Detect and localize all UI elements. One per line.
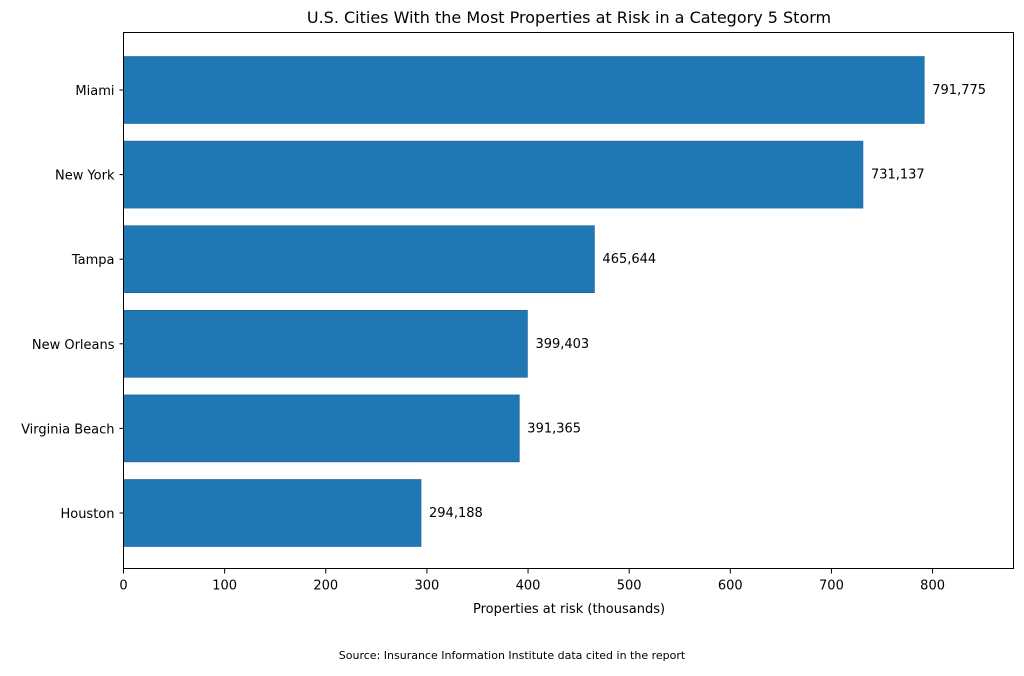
bar-tampa <box>123 225 595 293</box>
bars-layer <box>123 56 925 547</box>
bar-virginia-beach <box>123 394 520 463</box>
x-ticks: 0 100 200 300 400 500 600 700 800 <box>119 568 945 594</box>
y-tick-label: New York <box>55 169 115 184</box>
x-tick-label: 300 <box>414 579 439 594</box>
y-tick-label: Miami <box>75 84 114 99</box>
y-tick-label: Houston <box>60 507 114 522</box>
y-tick-label: Tampa <box>71 253 115 268</box>
y-tick-label: New Orleans <box>32 338 115 353</box>
value-label: 391,365 <box>527 421 581 436</box>
chart-title: U.S. Cities With the Most Properties at … <box>307 8 831 27</box>
x-tick-label: 600 <box>718 579 743 594</box>
value-label: 731,137 <box>871 168 925 183</box>
x-tick-label: 800 <box>920 579 945 594</box>
value-label: 294,188 <box>429 506 483 521</box>
x-tick-label: 700 <box>819 579 844 594</box>
x-tick-label: 400 <box>516 579 541 594</box>
x-tick-label: 0 <box>119 579 127 594</box>
plot-frame <box>123 32 1014 569</box>
value-label: 399,403 <box>535 337 589 352</box>
bar-houston <box>123 479 422 547</box>
value-labels: 791,775 731,137 465,644 399,403 391,365 294,1… <box>429 83 986 521</box>
bar-miami <box>123 56 925 124</box>
x-tick-label: 100 <box>212 579 237 594</box>
source-note: Source: Insurance Information Institute … <box>339 649 686 662</box>
y-tick-label: Virginia Beach <box>21 422 114 437</box>
bar-new-orleans <box>123 309 528 378</box>
x-tick-label: 200 <box>313 579 338 594</box>
bar-new-york <box>123 140 864 209</box>
y-tick-labels: Miami New York Tampa New Orleans Virginia Be… <box>21 84 124 522</box>
value-label: 465,644 <box>602 252 656 267</box>
x-tick-label: 500 <box>617 579 642 594</box>
x-axis-label: Properties at risk (thousands) <box>473 602 665 617</box>
value-label: 791,775 <box>932 83 986 98</box>
